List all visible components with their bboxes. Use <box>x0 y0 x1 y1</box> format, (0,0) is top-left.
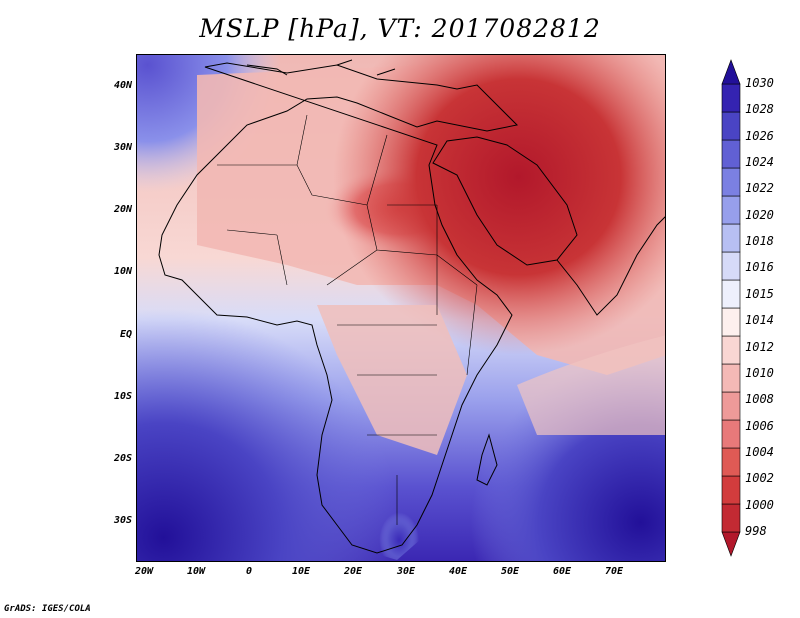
india-coast <box>556 216 665 316</box>
lon-label-40e: 40E <box>448 566 468 577</box>
lat-label-30n: 30N <box>113 142 132 153</box>
plot-title: MSLP [hPa], VT: 2017082812 <box>199 14 601 43</box>
colorbar-label-998: 998 <box>745 524 767 538</box>
colorbar-label-1016: 1016 <box>745 260 774 275</box>
colorbar-cell-10 <box>721 251 741 281</box>
colorbar-cell-15 <box>721 111 741 141</box>
lat-label-10s: 10S <box>113 391 132 402</box>
colorbar-label-1030: 1030 <box>745 76 774 90</box>
colorbar-cell-11 <box>721 223 741 253</box>
map-panel <box>136 54 666 562</box>
lat-label-20s: 20S <box>113 453 132 464</box>
colorbar-cell-14 <box>721 139 741 169</box>
colorbar-cells <box>721 59 741 557</box>
central-africa-field <box>317 305 467 455</box>
colorbar-label-1002: 1002 <box>745 471 774 486</box>
colorbar-cell-9 <box>721 279 741 309</box>
colorbar-cell-13 <box>721 167 741 197</box>
colorbar-label-1010: 1010 <box>745 365 774 380</box>
colorbar-label-1026: 1026 <box>745 128 774 143</box>
colorbar-label-1000: 1000 <box>745 497 774 512</box>
colorbar-cell-7 <box>721 335 741 365</box>
lat-label-20n: 20N <box>113 204 132 215</box>
lon-label-30e: 30E <box>396 566 416 577</box>
lon-label-70e: 70E <box>604 566 624 577</box>
madagascar-coast <box>476 433 498 486</box>
lon-label-50e: 50E <box>500 566 520 577</box>
lat-label-30s: 30S <box>113 515 132 526</box>
mslp-field <box>137 55 665 561</box>
colorbar-label-1014: 1014 <box>745 313 774 328</box>
grads-credit: GrADS: IGES/COLA <box>4 604 91 614</box>
colorbar-cell-6 <box>721 363 741 393</box>
colorbar-label-1028: 1028 <box>745 102 774 117</box>
colorbar-label-1018: 1018 <box>745 234 774 249</box>
colorbar-cell-0 <box>721 531 741 557</box>
country-borders <box>217 114 478 525</box>
lon-label-10e: 10E <box>291 566 311 577</box>
colorbar-cell-12 <box>721 195 741 225</box>
indian-ocean-pinks <box>517 335 665 436</box>
colorbar-cell-16 <box>721 83 741 113</box>
colorbar-label-1004: 1004 <box>745 444 774 459</box>
lon-label-20e: 20E <box>343 566 363 577</box>
lon-label-60e: 60E <box>552 566 572 577</box>
colorbar-label-1024: 1024 <box>745 155 774 170</box>
arabia-coast <box>432 136 578 266</box>
colorbar-cell-8 <box>721 307 741 337</box>
colorbar-label-1006: 1006 <box>745 418 774 433</box>
lon-label-20w: 20W <box>134 566 154 577</box>
lon-label-10w: 10W <box>186 566 206 577</box>
colorbar-cell-5 <box>721 391 741 421</box>
colorbar-label-1022: 1022 <box>745 181 774 196</box>
lat-label-eq: EQ <box>119 329 132 340</box>
colorbar-label-1020: 1020 <box>745 207 774 222</box>
colorbar-label-1012: 1012 <box>745 339 774 354</box>
lat-label-10n: 10N <box>113 266 132 277</box>
colorbar-cell-17 <box>721 59 741 85</box>
europe-coast <box>246 59 396 76</box>
colorbar-label-1015: 1015 <box>745 286 774 301</box>
coastlines <box>158 59 665 554</box>
lat-label-40n: 40N <box>113 80 132 91</box>
lon-label-0: 0 <box>245 566 253 577</box>
africa-coast <box>158 62 519 554</box>
colorbar-cell-2 <box>721 475 741 505</box>
colorbar-cell-3 <box>721 447 741 477</box>
colorbar <box>721 59 741 557</box>
colorbar-cell-4 <box>721 419 741 449</box>
colorbar-cell-1 <box>721 503 741 533</box>
colorbar-label-1008: 1008 <box>745 392 774 407</box>
